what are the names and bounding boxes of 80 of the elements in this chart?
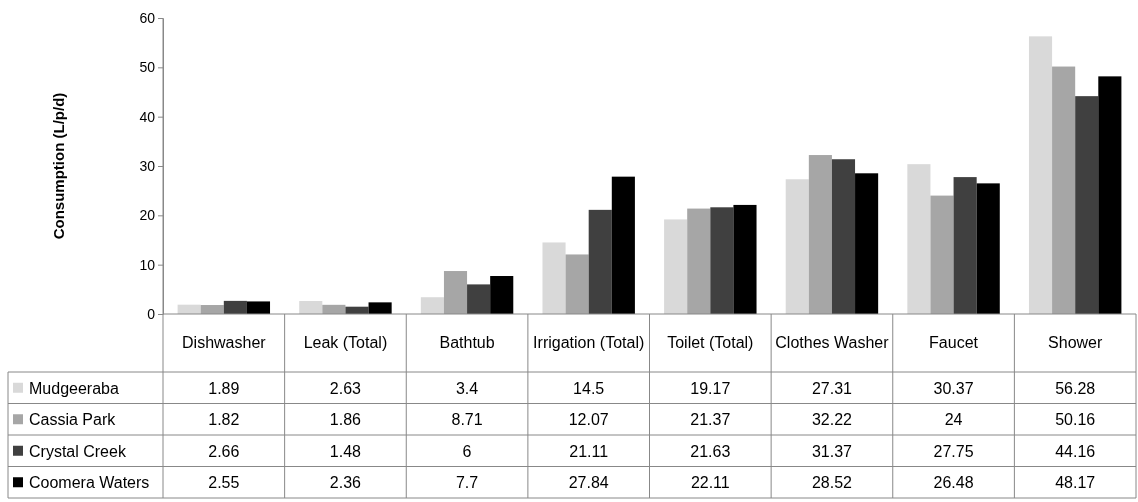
y-tick-label: 20	[139, 207, 156, 224]
bar	[223, 300, 247, 314]
bar	[1028, 36, 1053, 314]
data-label: 1.86	[329, 411, 362, 429]
x-tick-label: Toilet (Total)	[667, 334, 754, 351]
data-label: 12.07	[568, 411, 609, 429]
data-label: 50.16	[1055, 411, 1096, 429]
data-label: 8.71	[451, 411, 483, 429]
bar	[299, 301, 323, 314]
data-label: 1.48	[329, 442, 362, 460]
y-tick-label: 50	[139, 59, 156, 76]
data-label: 27.75	[933, 442, 974, 460]
data-label: 22.11	[690, 474, 730, 492]
bar	[907, 164, 931, 314]
data-label: 48.17	[1055, 474, 1096, 492]
x-tick-label: Shower	[1048, 334, 1103, 351]
bar	[664, 219, 688, 314]
bar	[808, 155, 832, 314]
x-tick-label: Irrigation (Total)	[533, 334, 645, 351]
bar	[785, 179, 809, 314]
data-label: 56.28	[1055, 379, 1096, 397]
bar	[831, 159, 856, 314]
data-label: 31.37	[811, 442, 853, 460]
x-tick-label: Dishwasher	[182, 334, 267, 351]
data-label: 21.63	[690, 442, 731, 460]
bar	[467, 284, 491, 314]
data-label: 19.17	[690, 379, 731, 397]
data-label: 2.66	[208, 442, 240, 460]
x-tick-label: Bathtub	[439, 334, 495, 351]
data-label: 6	[462, 442, 472, 460]
bar	[733, 204, 757, 314]
y-tick-label: 0	[147, 305, 156, 322]
bar	[542, 242, 566, 314]
data-label: 44.16	[1055, 442, 1096, 460]
data-label: 24	[944, 411, 963, 429]
bar	[1052, 66, 1076, 314]
data-label: 14.5	[573, 379, 605, 397]
bar	[611, 176, 635, 314]
data-label: 27.31	[811, 379, 853, 397]
bar	[930, 195, 954, 314]
data-label: 7.7	[455, 474, 479, 492]
data-label: 1.82	[208, 411, 240, 429]
bar	[246, 301, 271, 314]
legend-label: Mudgeeraba	[29, 379, 119, 397]
legend-label: Cassia Park	[29, 411, 117, 429]
data-label: 26.48	[933, 474, 974, 492]
data-label: 30.37	[933, 379, 974, 397]
bar	[565, 254, 589, 314]
y-axis-title: Consumption (L/p/d)	[50, 92, 67, 240]
data-label: 21.11	[569, 442, 609, 460]
bar	[588, 209, 612, 314]
bar	[420, 297, 444, 314]
bar	[710, 207, 734, 314]
x-tick-label: Clothes Washer	[775, 334, 890, 351]
x-tick-label: Leak (Total)	[303, 334, 388, 351]
bar	[687, 208, 711, 314]
bar	[443, 271, 468, 314]
data-label: 32.22	[811, 411, 853, 429]
data-label: 1.89	[208, 379, 240, 397]
data-label: 28.52	[811, 474, 853, 492]
data-label: 2.63	[329, 379, 362, 397]
data-label: 27.84	[568, 474, 609, 492]
bar	[368, 302, 392, 314]
y-tick-label: 60	[139, 9, 156, 26]
y-tick-label: 30	[139, 157, 156, 174]
y-tick-label: 10	[139, 256, 156, 273]
data-label: 2.55	[208, 474, 240, 492]
data-label: 21.37	[690, 411, 731, 429]
data-label: 2.36	[329, 474, 362, 492]
bar	[490, 276, 514, 314]
bar	[953, 177, 977, 314]
bar	[855, 173, 879, 314]
bar	[1098, 76, 1122, 314]
bar	[976, 183, 1000, 314]
y-tick-label: 40	[139, 108, 156, 125]
data-label: 3.4	[455, 379, 479, 397]
x-tick-label: Faucet	[929, 334, 979, 351]
legend-label: Coomera Waters	[29, 474, 150, 492]
legend-label: Crystal Creek	[29, 442, 127, 460]
bar	[1075, 96, 1099, 314]
